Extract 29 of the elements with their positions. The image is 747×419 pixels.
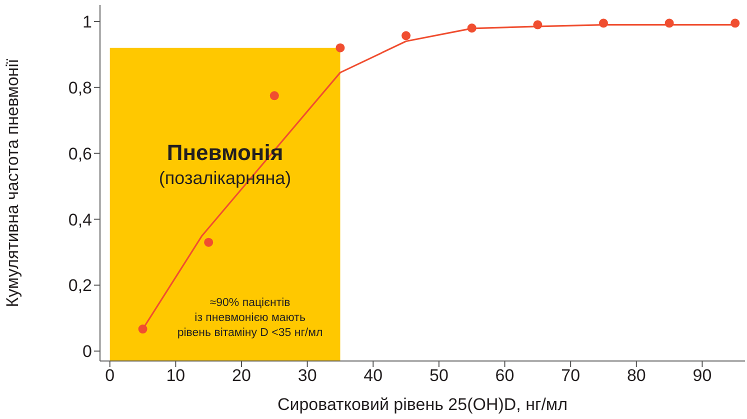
- x-tick-label: 90: [692, 366, 712, 386]
- point: [730, 18, 740, 28]
- y-axis-title: Кумулятивна частота пневмонії: [3, 58, 22, 308]
- point: [270, 91, 279, 100]
- x-tick-label: 40: [364, 366, 383, 386]
- point: [336, 43, 345, 52]
- annotation: ≈90% пацієнтів із пневмонією мають рівень вітаміну D <35 нг/мл: [177, 296, 323, 341]
- x-tick-label: 60: [495, 366, 514, 386]
- x-tick-label: 20: [232, 366, 251, 386]
- x-tick-label: 30: [298, 366, 317, 386]
- point: [598, 18, 608, 28]
- x-tick-label: 50: [429, 366, 448, 386]
- x-tick-label: 0: [105, 366, 115, 386]
- x-tick-label: 80: [626, 366, 646, 386]
- x-axis-title: Сироватковий рівень 25(OH)D, нг/мл: [277, 395, 568, 414]
- point: [467, 24, 476, 33]
- y-tick-label: 0: [82, 342, 92, 362]
- y-tick-label: 0,4: [68, 210, 92, 230]
- y-tick-label: 0,6: [68, 144, 92, 164]
- point: [138, 324, 148, 334]
- point: [402, 31, 411, 40]
- point: [204, 238, 214, 247]
- y-tick-label: 0,2: [68, 276, 92, 296]
- point: [533, 20, 542, 30]
- x-tick-label: 70: [561, 366, 580, 386]
- y-tick-label: 0,8: [68, 78, 92, 98]
- point: [664, 18, 674, 28]
- y-tick-label: 1: [82, 12, 92, 32]
- x-tick-label: 10: [166, 366, 186, 386]
